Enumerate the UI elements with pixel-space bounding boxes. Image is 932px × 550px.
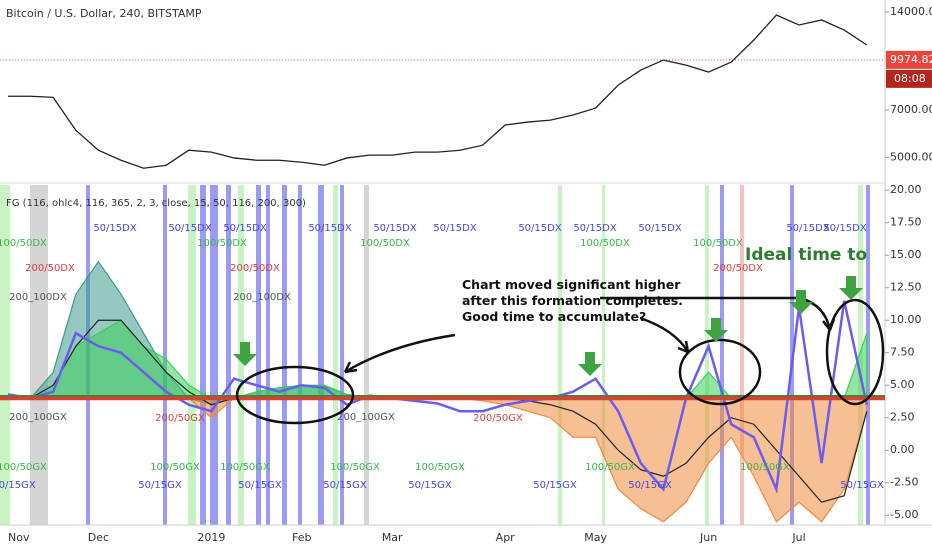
x-tick-label: Dec (88, 531, 109, 544)
x-tick-label: Jun (699, 531, 717, 544)
x-tick-label: Mar (382, 531, 403, 544)
signal-label: 200_100GX (9, 412, 67, 423)
x-tick-label: Feb (292, 531, 311, 544)
annotation: after this formation completes. (462, 293, 683, 308)
y-tick-label: 14000.00 (890, 5, 932, 18)
signal-label: 100/50DX (0, 238, 47, 249)
y-tick-label: 12.50 (890, 281, 922, 294)
y-tick-label: 0.00 (890, 443, 915, 456)
signal-label: 50/15DX (638, 223, 682, 234)
signal-label: 100/50DX (360, 238, 410, 249)
signal-label: 50/15DX (518, 223, 562, 234)
signal-label: 50/15DX (223, 223, 267, 234)
annotation: Chart moved significant higher (462, 277, 681, 292)
signal-label: 200/50DX (230, 263, 280, 274)
signal-label: 200/50GX (155, 413, 205, 424)
signal-label: 50/15DX (433, 223, 477, 234)
annotation: Ideal time to (745, 245, 867, 265)
signal-label: 50/15GX (138, 480, 182, 491)
indicator-title: FG (116, ohlc4, 116, 365, 2, 3, close, 1… (6, 198, 306, 209)
signal-label: 100/50DX (693, 238, 743, 249)
y-tick-label: 2.50 (890, 411, 915, 424)
signal-label: 100/50GX (415, 462, 465, 473)
x-tick-label: Apr (496, 531, 516, 544)
y-tick-label: 7.50 (890, 346, 915, 359)
last-price-label: 9974.82 (890, 53, 932, 66)
signal-label: 200_100DX (233, 292, 291, 303)
signal-label: 100/50GX (0, 462, 47, 473)
x-tick-label: 2019 (197, 531, 225, 544)
y-tick-label: 15.00 (890, 248, 922, 261)
signal-label: 50/15DX (308, 223, 352, 234)
signal-label: 50/15DX (168, 223, 212, 234)
x-tick-label: May (584, 531, 607, 544)
y-tick-label: 5.00 (890, 378, 915, 391)
signal-label: 50/15GX (840, 480, 884, 491)
signal-label: 200_100DX (9, 292, 67, 303)
signal-label: 50/15GX (408, 480, 452, 491)
green-arrows (233, 276, 863, 376)
signal-label: 100/50DX (197, 238, 247, 249)
signal-label: 50/15DX (373, 223, 417, 234)
signal-label: 200/50DX (713, 263, 763, 274)
last-price-box (886, 50, 932, 69)
signal-label: 50/15GX (0, 480, 36, 491)
y-tick-label: 7000.00 (890, 103, 932, 116)
annotation: Good time to accumulate? (462, 309, 646, 324)
signal-label: 50/15GX (323, 480, 367, 491)
signal-label: 100/50GX (150, 462, 200, 473)
signal-label: 50/15GX (533, 480, 577, 491)
signal-label: 50/15GX (628, 480, 672, 491)
price-line (8, 14, 868, 169)
y-tick-label: 17.50 (890, 216, 922, 229)
time-box (886, 69, 932, 88)
x-tick-label: Nov (8, 531, 30, 544)
chart-title: Bitcoin / U.S. Dollar, 240, BITSTAMP (6, 7, 202, 20)
signal-label: 200/50DX (25, 263, 75, 274)
y-tick-label: 5000.00 (890, 150, 932, 163)
signal-label: 100/50GX (585, 462, 635, 473)
signal-label: 100/50DX (580, 238, 630, 249)
signal-label: 200_100GX (337, 412, 395, 423)
signal-label: 50/15GX (238, 480, 282, 491)
signal-label: 50/15DX (823, 223, 867, 234)
y-tick-label: -5.00 (890, 508, 918, 521)
signal-label: 100/50GX (740, 462, 790, 473)
signal-label: 200/50GX (473, 413, 523, 424)
signal-label: 50/15DX (573, 223, 617, 234)
signal-label: 100/50GX (330, 462, 380, 473)
y-tick-label: 20.00 (890, 183, 922, 196)
y-tick-label: 10.00 (890, 313, 922, 326)
signal-label: 100/50GX (220, 462, 270, 473)
signal-label: 50/15DX (93, 223, 137, 234)
indicator-area (8, 397, 868, 523)
time-label: 08:08 (894, 72, 926, 85)
signal-label: 50/15DX (786, 223, 830, 234)
x-tick-label: Jul (791, 531, 805, 544)
y-tick-label: -2.50 (890, 476, 918, 489)
